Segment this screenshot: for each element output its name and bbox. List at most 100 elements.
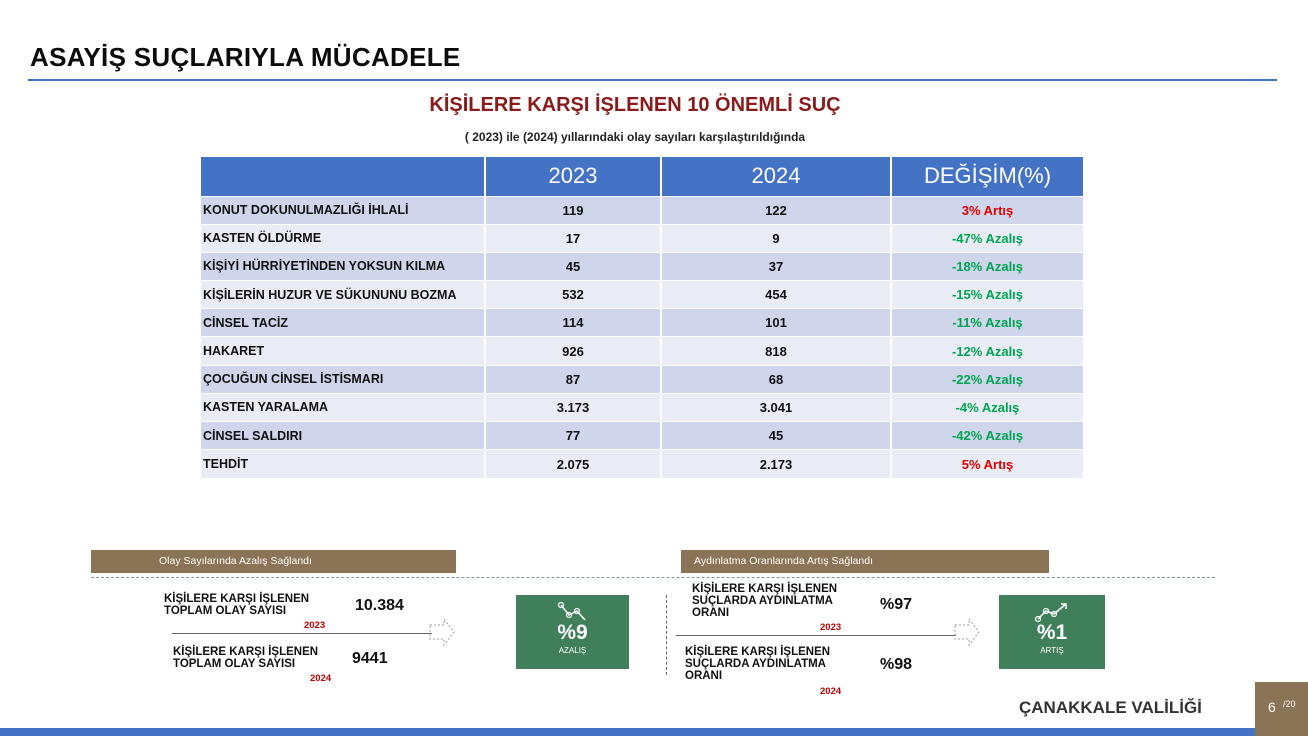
change-cell: -47% Azalış [891, 223, 1083, 253]
right-item2-value: %98 [880, 656, 913, 673]
footer-organization: ÇANAKKALE VALİLİĞİ [1019, 698, 1202, 717]
header-change: DEĞİŞİM(%) [891, 157, 1083, 196]
value-2024-cell: 818 [661, 336, 892, 366]
value-2024-cell: 122 [661, 195, 892, 225]
bottom-bar [0, 728, 1255, 736]
crime-name-cell: ÇOCUĞUN CİNSEL İSTİSMARI [201, 364, 486, 394]
value-2023-cell: 119 [485, 195, 662, 225]
value-2024-cell: 9 [661, 223, 892, 253]
change-cell: 5% Artış [891, 449, 1083, 478]
chevron-right-icon [429, 617, 455, 647]
left-item2-year: 2024 [310, 673, 332, 684]
section-subtitle: ( 2023) ile (2024) yıllarındaki olay say… [464, 130, 806, 144]
right-item2-year: 2024 [820, 686, 842, 697]
left-item1-label: KİŞİLERE KARŞI İŞLENEN TOPLAM OLAY SAYIS… [164, 593, 309, 617]
crime-name-cell: KİŞİLERİN HUZUR VE SÜKUNUNU BOZMA [201, 280, 486, 309]
table-row: KİŞİYİ HÜRRİYETİNDEN YOKSUN KILMA 45 37 -18… [201, 251, 1083, 281]
table-row: ÇOCUĞUN CİNSEL İSTİSMARI 87 68 -22% Azalış [201, 364, 1083, 394]
right-item1-year: 2023 [820, 622, 842, 633]
chevron-right-icon [954, 617, 980, 647]
page-number: 6 [1268, 699, 1276, 715]
crime-name-cell: CİNSEL TACİZ [201, 308, 486, 337]
page-indicator: 6 /20 [1255, 682, 1308, 736]
value-2023-cell: 3.173 [485, 392, 662, 422]
table-row: KASTEN ÖLDÜRME 17 9 -47% Azalış [201, 223, 1083, 253]
value-2024-cell: 68 [661, 364, 892, 394]
right-vertical-divider [666, 595, 667, 675]
value-2024-cell: 37 [661, 251, 892, 281]
value-2023-cell: 45 [485, 251, 662, 281]
label-line: KİŞİLERE KARŞI İŞLENEN [164, 593, 310, 605]
label-line: SUÇLARDA AYDINLATMA [685, 658, 826, 670]
change-cell: -4% Azalış [891, 392, 1083, 422]
right-separator [676, 635, 956, 636]
crime-table-body: KONUT DOKUNULMAZLIĞI İHLALİ 119 122 3% Artı… [201, 195, 1083, 478]
label-line: TOPLAM OLAY SAYISI [173, 658, 296, 670]
header-2023: 2023 [485, 157, 662, 196]
kpi-decrease: %9 AZALIŞ [516, 595, 629, 669]
table-row: KONUT DOKUNULMAZLIĞI İHLALİ 119 122 3% Artı… [201, 195, 1083, 225]
label-line: ORANI [685, 670, 723, 682]
label-line: ORANI [692, 607, 730, 619]
label-line: KİŞİLERE KARŞI İŞLENEN [692, 583, 838, 595]
change-cell: 3% Artış [891, 195, 1083, 225]
change-cell: -15% Azalış [891, 280, 1083, 309]
left-item2-value: 9441 [352, 650, 388, 667]
value-2024-cell: 3.041 [661, 392, 892, 422]
table-row: CİNSEL SALDIRI 77 45 -42% Azalış [201, 420, 1083, 450]
page-total: /20 [1283, 699, 1296, 709]
band-increase: Aydınlatma Oranlarında Artış Sağlandı [681, 550, 1049, 573]
value-2023-cell: 87 [485, 364, 662, 394]
value-2023-cell: 926 [485, 336, 662, 366]
dashed-divider [91, 577, 1215, 578]
header-empty [201, 157, 486, 196]
table-row: TEHDİT 2.075 2.173 5% Artış [201, 449, 1083, 478]
label-line: TOPLAM OLAY SAYISI [164, 605, 287, 617]
section-title: KİŞİLERE KARŞI İŞLENEN 10 ÖNEMLİ SUÇ [429, 94, 841, 116]
crime-name-cell: KİŞİYİ HÜRRİYETİNDEN YOKSUN KILMA [201, 251, 486, 281]
label-line: SUÇLARDA AYDINLATMA [692, 595, 833, 607]
band-decrease: Olay Sayılarında Azalış Sağlandı [91, 550, 456, 573]
kpi-increase-caption: ARTIŞ [1040, 646, 1064, 655]
value-2023-cell: 2.075 [485, 449, 662, 478]
value-2023-cell: 77 [485, 420, 662, 450]
header-2024: 2024 [661, 157, 892, 196]
value-2023-cell: 114 [485, 308, 662, 337]
right-item2-label: KİŞİLERE KARŞI İŞLENEN SUÇLARDA AYDINLAT… [685, 646, 830, 682]
value-2024-cell: 101 [661, 308, 892, 337]
label-line: KİŞİLERE KARŞI İŞLENEN [685, 646, 831, 658]
crime-name-cell: TEHDİT [201, 449, 486, 478]
crime-name-cell: HAKARET [201, 336, 486, 366]
kpi-decrease-value: %9 [557, 621, 588, 644]
kpi-increase: %1 ARTIŞ [999, 595, 1105, 669]
table-header-row: 2023 2024 DEĞİŞİM(%) [201, 157, 1083, 196]
change-cell: -12% Azalış [891, 336, 1083, 366]
change-cell: -22% Azalış [891, 364, 1083, 394]
table-row: CİNSEL TACİZ 114 101 -11% Azalış [201, 308, 1083, 337]
crime-name-cell: KASTEN ÖLDÜRME [201, 223, 486, 253]
value-2024-cell: 45 [661, 420, 892, 450]
crime-name-cell: CİNSEL SALDIRI [201, 420, 486, 450]
trend-up-icon [1035, 603, 1067, 623]
value-2023-cell: 17 [485, 223, 662, 253]
label-line: KİŞİLERE KARŞI İŞLENEN [173, 646, 319, 658]
left-separator [172, 633, 432, 634]
left-item1-value: 10.384 [355, 597, 404, 614]
table-row: KİŞİLERİN HUZUR VE SÜKUNUNU BOZMA 532 454-… [201, 280, 1083, 309]
crime-name-cell: KASTEN YARALAMA [201, 392, 486, 422]
value-2024-cell: 2.173 [661, 449, 892, 478]
kpi-increase-value: %1 [1036, 621, 1068, 644]
table-row: HAKARET 926 818 -12% Azalış [201, 336, 1083, 366]
value-2023-cell: 532 [485, 280, 662, 309]
title-rule [28, 79, 1277, 81]
change-cell: -18% Azalış [891, 251, 1083, 281]
change-cell: -42% Azalış [891, 420, 1083, 450]
value-2024-cell: 454 [661, 280, 892, 309]
left-item1-year: 2023 [304, 620, 326, 631]
right-item1-label: KİŞİLERE KARŞI İŞLENEN SUÇLARDA AYDINLAT… [692, 583, 837, 619]
trend-down-icon [557, 601, 586, 621]
change-cell: -11% Azalış [891, 308, 1083, 337]
crime-table: 2023 2024 DEĞİŞİM(%) KONUT DOKUNULMAZLIĞ… [201, 157, 1083, 478]
left-item2-label: KİŞİLERE KARŞI İŞLENEN TOPLAM OLAY SAYIS… [173, 646, 318, 670]
table-row: KASTEN YARALAMA 3.173 3.041 -4% Azalış [201, 392, 1083, 422]
